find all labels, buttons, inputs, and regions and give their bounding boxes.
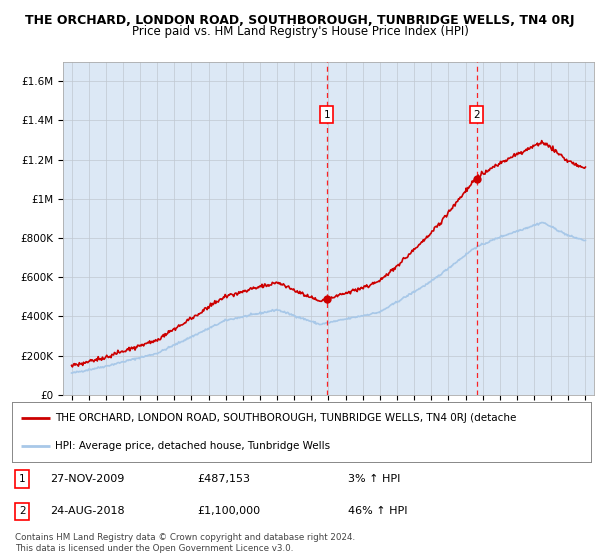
Text: 24-AUG-2018: 24-AUG-2018 — [50, 506, 124, 516]
Text: 27-NOV-2009: 27-NOV-2009 — [50, 474, 124, 484]
Text: 3% ↑ HPI: 3% ↑ HPI — [348, 474, 400, 484]
Text: Contains HM Land Registry data © Crown copyright and database right 2024.
This d: Contains HM Land Registry data © Crown c… — [15, 533, 355, 553]
Text: £487,153: £487,153 — [197, 474, 250, 484]
Text: Price paid vs. HM Land Registry's House Price Index (HPI): Price paid vs. HM Land Registry's House … — [131, 25, 469, 38]
Text: HPI: Average price, detached house, Tunbridge Wells: HPI: Average price, detached house, Tunb… — [55, 441, 331, 451]
Text: 2: 2 — [19, 506, 26, 516]
Text: 1: 1 — [323, 110, 330, 119]
Text: 1: 1 — [19, 474, 26, 484]
Text: 2: 2 — [473, 110, 480, 119]
Text: 46% ↑ HPI: 46% ↑ HPI — [348, 506, 407, 516]
Text: THE ORCHARD, LONDON ROAD, SOUTHBOROUGH, TUNBRIDGE WELLS, TN4 0RJ: THE ORCHARD, LONDON ROAD, SOUTHBOROUGH, … — [25, 14, 575, 27]
Text: £1,100,000: £1,100,000 — [197, 506, 260, 516]
Text: THE ORCHARD, LONDON ROAD, SOUTHBOROUGH, TUNBRIDGE WELLS, TN4 0RJ (detache: THE ORCHARD, LONDON ROAD, SOUTHBOROUGH, … — [55, 413, 517, 423]
